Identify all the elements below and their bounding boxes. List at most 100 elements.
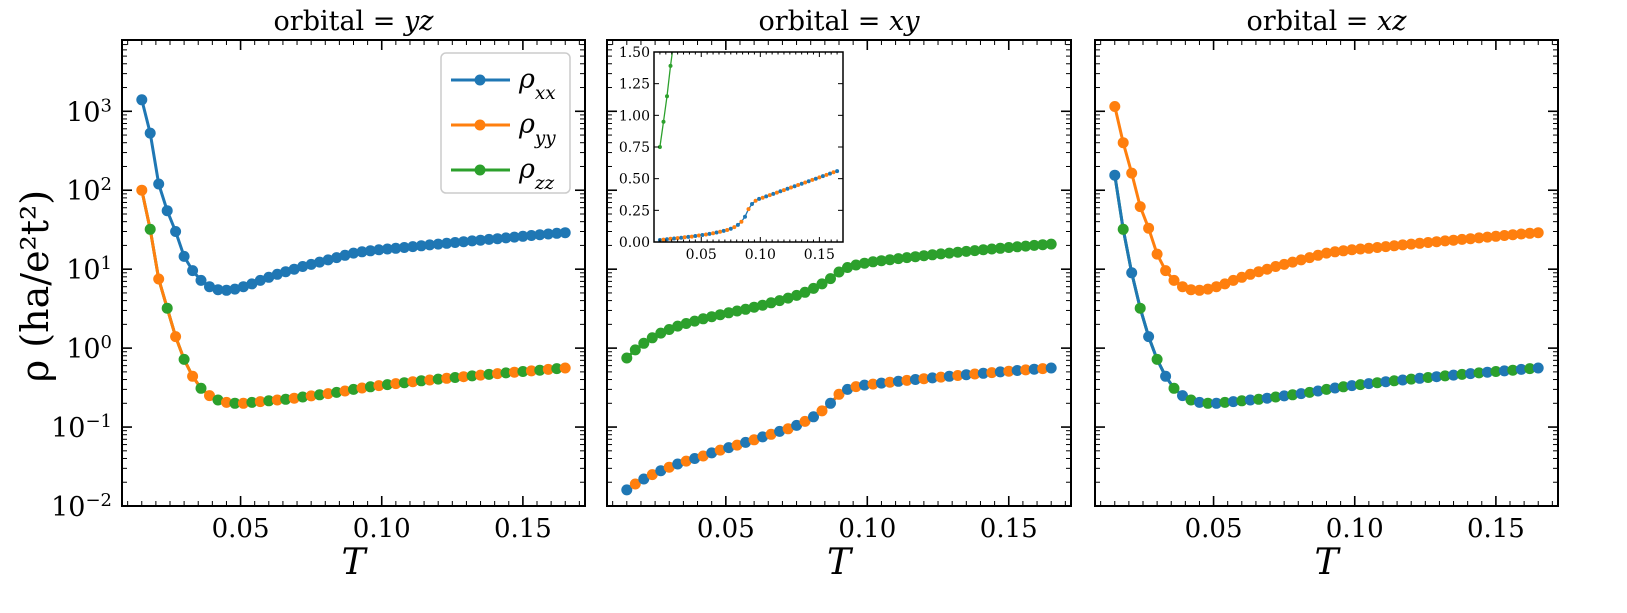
data-point-ρyy (424, 374, 436, 386)
data-point-ρyy (1194, 284, 1205, 296)
data-point-ρyy (782, 423, 794, 435)
data-point-ρzz (740, 303, 752, 315)
data-point-ρxx (1329, 382, 1341, 394)
data-point-ρxx (1227, 396, 1239, 408)
data-point-ρzz (1117, 223, 1129, 235)
inset-data-point-ρxx/ρyy (714, 230, 719, 235)
inset-y-tick-label: 1.00 (619, 108, 650, 124)
inset-data-point-ρxx/ρyy (771, 191, 776, 196)
data-point-ρzz (1388, 375, 1400, 387)
data-point-ρxx (808, 411, 819, 423)
data-point-ρyy (1160, 265, 1172, 277)
data-point-ρxx (305, 258, 317, 270)
data-point-ρxx (1481, 366, 1493, 378)
inset-data-point-ρxx/ρyy (728, 226, 733, 231)
data-point-ρzz (833, 266, 845, 278)
data-point-ρyy (1287, 256, 1299, 268)
inset-data-point-ρxx/ρyy (820, 174, 825, 179)
data-point-ρxx (706, 447, 718, 459)
inset-data-point-ρxx/ρyy (792, 184, 797, 189)
inset-data-point-ρxx/ρyy (781, 188, 786, 193)
data-point-ρzz (952, 246, 964, 258)
data-point-ρzz (161, 302, 173, 314)
data-point-ρyy (1270, 261, 1282, 272)
data-point-ρyy (187, 370, 199, 382)
data-point-ρyy (1456, 233, 1468, 245)
x-axis-label: T (341, 542, 368, 583)
data-point-ρzz (1490, 366, 1502, 377)
data-point-ρzz (689, 315, 701, 327)
data-point-ρxx (466, 235, 478, 247)
data-point-ρyy (153, 273, 165, 285)
data-point-ρyy (1134, 201, 1146, 213)
inset-data-point-ρxx/ρyy (711, 231, 716, 236)
data-point-ρxx (204, 281, 215, 293)
data-point-ρyy (1020, 364, 1032, 376)
data-point-ρxx (246, 278, 258, 290)
legend-marker-ρxx (474, 74, 486, 86)
data-point-ρzz (672, 320, 684, 332)
inset-data-point-ρxx/ρyy (789, 185, 793, 190)
data-point-ρyy (1380, 241, 1392, 253)
inset-data-point-ρxx/ρyy (707, 231, 712, 236)
inset-data-point-ρxx/ρyy (753, 198, 758, 203)
data-point-ρzz (229, 397, 241, 409)
data-point-ρxx (424, 239, 436, 251)
data-point-ρxx (542, 228, 554, 240)
data-point-ρxx (638, 473, 650, 485)
data-point-ρyy (1236, 271, 1248, 283)
data-point-ρyy (901, 374, 913, 386)
data-point-ρzz (994, 242, 1006, 254)
inset-data-point-ρxx/ρyy (746, 207, 751, 212)
inset-data-point-ρxx/ρyy (700, 233, 705, 237)
data-point-ρzz (1253, 393, 1265, 405)
data-point-ρzz (212, 394, 224, 406)
data-point-ρyy (1185, 284, 1197, 296)
data-point-ρzz (842, 262, 853, 273)
data-point-ρyy (254, 396, 266, 408)
data-point-ρyy (1431, 236, 1443, 248)
data-point-ρyy (969, 368, 981, 380)
data-point-ρyy (1151, 248, 1163, 260)
data-point-ρyy (1329, 246, 1341, 258)
data-point-ρzz (799, 286, 811, 298)
inset-data-point-ρxx/ρyy (785, 186, 790, 191)
data-point-ρyy (356, 382, 368, 394)
inset-data-point-ρxx/ρyy (778, 189, 783, 194)
data-point-ρyy (816, 405, 828, 417)
data-point-ρzz (314, 389, 326, 401)
data-point-ρyy (1498, 230, 1510, 241)
data-point-ρxx (475, 234, 486, 246)
inset-data-point-ρxx/ρyy (696, 233, 701, 238)
data-point-ρzz (1028, 239, 1040, 251)
inset-data-point-ρxx/ρyy (721, 228, 726, 233)
data-point-ρyy (731, 439, 743, 451)
data-point-ρxx (551, 227, 563, 239)
data-point-ρyy (1143, 222, 1155, 234)
data-point-ρyy (390, 378, 402, 390)
x-axis-label: T (1314, 542, 1341, 583)
data-point-ρzz (731, 305, 743, 317)
data-point-ρxx (364, 245, 376, 257)
data-point-ρzz (969, 245, 981, 257)
data-point-ρxx (254, 274, 266, 286)
inset-data-point-ρxx/ρyy (764, 194, 769, 199)
data-point-ρyy (1515, 228, 1527, 240)
data-point-ρyy (373, 380, 385, 392)
inset-data-point-ρxx/ρyy (817, 175, 822, 180)
data-point-ρxx (621, 484, 633, 496)
data-point-ρxx (1515, 363, 1527, 375)
data-point-ρxx (492, 233, 503, 245)
inset-data-point-ρzz (668, 63, 673, 68)
data-point-ρyy (986, 367, 998, 379)
data-point-ρxx (1177, 390, 1188, 402)
data-point-ρyy (288, 392, 300, 404)
data-point-ρzz (960, 245, 972, 257)
data-point-ρxx (1465, 368, 1476, 380)
data-point-ρzz (655, 327, 667, 339)
data-point-ρyy (629, 478, 641, 490)
panel-title: orbital = xy (759, 6, 921, 37)
data-point-ρyy (1473, 232, 1485, 244)
series-line-ρyy (625, 366, 1052, 492)
data-point-ρxx (757, 431, 769, 443)
